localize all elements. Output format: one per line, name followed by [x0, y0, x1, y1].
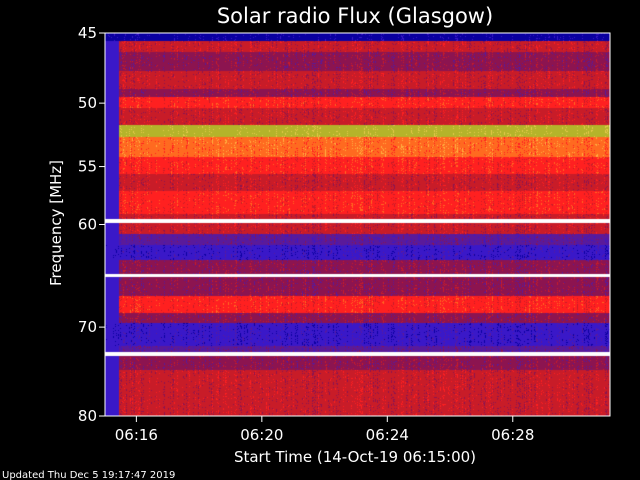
y-tick-label: 60: [78, 216, 97, 234]
x-tick-label: 06:28: [491, 426, 534, 444]
x-axis: 06:16 06:20 06:24 06:28: [115, 416, 534, 444]
x-tick-label: 06:16: [115, 426, 158, 444]
y-axis: 45 50 55 60 70 80: [78, 24, 105, 425]
y-tick-label: 70: [78, 318, 97, 336]
plot-area: [105, 33, 610, 416]
x-tick-label: 06:20: [240, 426, 283, 444]
y-tick-label: 50: [78, 94, 97, 112]
footer-updated: Updated Thu Dec 5 19:17:47 2019: [2, 470, 175, 480]
x-axis-label: Start Time (14-Oct-19 06:15:00): [234, 448, 476, 466]
chart-title: Solar radio Flux (Glasgow): [217, 4, 493, 28]
y-tick-label: 45: [78, 24, 97, 42]
spectrogram-heatmap: [105, 33, 610, 416]
y-tick-label: 80: [78, 407, 97, 425]
y-axis-label: Frequency [MHz]: [47, 160, 65, 286]
y-tick-label: 55: [78, 158, 97, 176]
x-tick-label: 06:24: [366, 426, 409, 444]
